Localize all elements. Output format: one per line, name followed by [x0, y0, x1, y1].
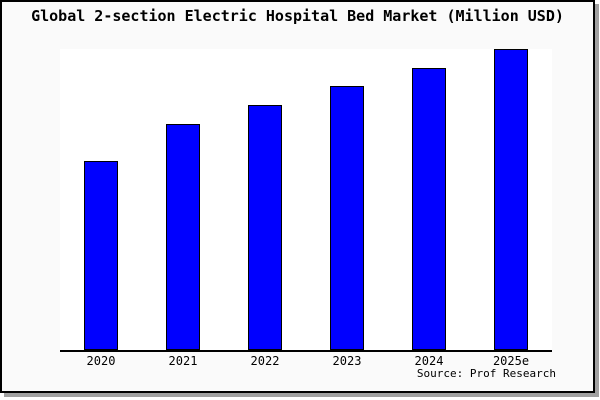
bar-2023: [330, 86, 364, 350]
x-tick-label-2025e: 2025e: [492, 354, 530, 368]
x-tick-label-2023: 2023: [332, 354, 362, 368]
bar-2021: [166, 124, 200, 350]
bar-2022: [248, 105, 282, 350]
bar-2025e: [494, 49, 528, 350]
chart-title: Global 2-section Electric Hospital Bed M…: [31, 7, 564, 25]
plot-area: [60, 49, 552, 352]
bar-2020: [84, 161, 118, 350]
bar-2024: [412, 68, 446, 350]
x-tick-label-2021: 2021: [168, 354, 198, 368]
x-tick-label-2022: 2022: [250, 354, 280, 368]
x-tick-label-2020: 2020: [86, 354, 116, 368]
x-tick-label-2024: 2024: [414, 354, 444, 368]
source-credit: Source: Prof Research: [416, 367, 556, 380]
